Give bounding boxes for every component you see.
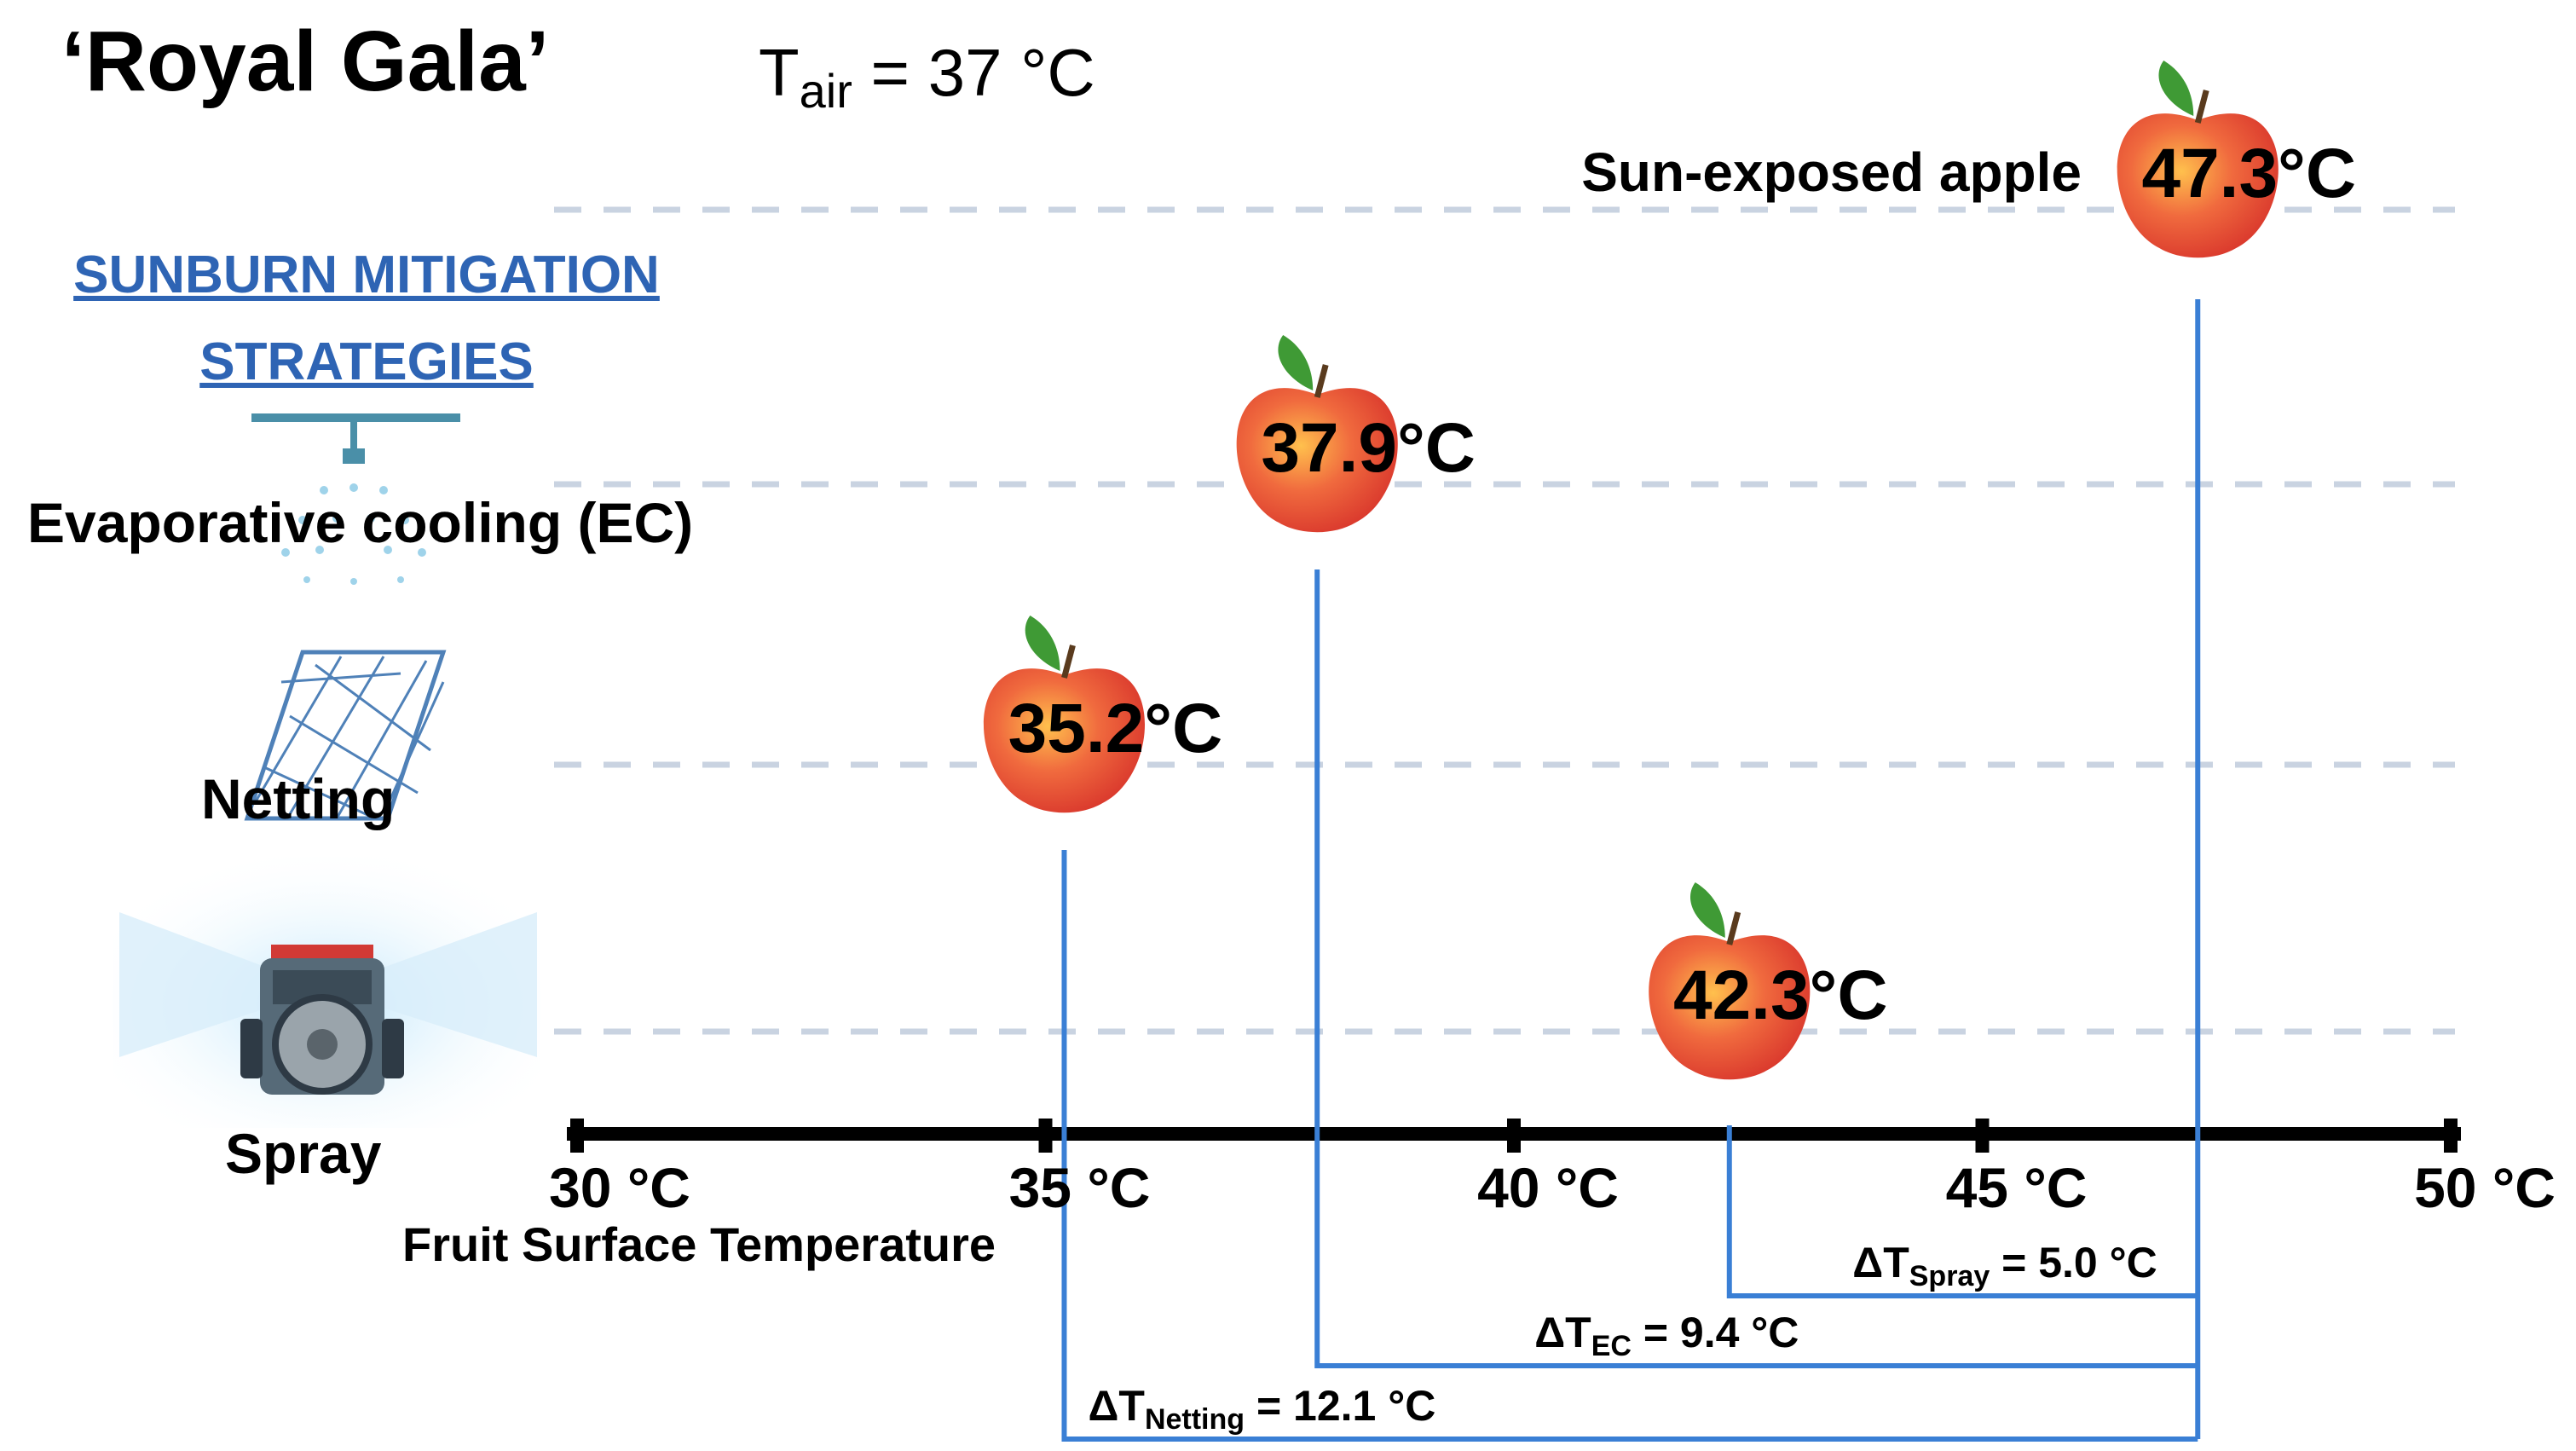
strategy-label-netting: Netting bbox=[201, 767, 396, 830]
delta-value: = 9.4 °C bbox=[1631, 1309, 1799, 1356]
apple-icon bbox=[1649, 882, 1811, 1080]
difference-bracket bbox=[1061, 850, 2198, 1442]
apple-icon bbox=[983, 616, 1146, 813]
apple-stem bbox=[1726, 911, 1741, 945]
delta-label-ec: ΔTEC = 9.4 °C bbox=[1534, 1311, 1799, 1361]
delta-label-spray: ΔTSpray = 5.0 °C bbox=[1852, 1241, 2157, 1291]
difference-bracket bbox=[1726, 1125, 2198, 1298]
reference-label: Sun-exposed apple bbox=[1581, 142, 2082, 203]
delta-value: = 12.1 °C bbox=[1245, 1382, 1436, 1430]
delta-value: = 5.0 °C bbox=[1990, 1239, 2157, 1286]
apple-body bbox=[1236, 388, 1398, 533]
apple-icon bbox=[1236, 335, 1398, 533]
sprayer-tractor-icon bbox=[113, 857, 540, 1128]
delta-symbol: ΔT bbox=[1852, 1239, 1909, 1286]
sprinkler-icon bbox=[251, 413, 460, 585]
apple-leaf bbox=[1278, 335, 1314, 390]
x-axis-label: Fruit Surface Temperature bbox=[402, 1217, 996, 1271]
data-value-label-netting: 35.2°C bbox=[1008, 690, 1223, 767]
delta-subscript: Spray bbox=[1909, 1260, 1990, 1292]
strategy-label-ec: Evaporative cooling (EC) bbox=[27, 491, 694, 554]
delta-symbol: ΔT bbox=[1088, 1382, 1145, 1430]
data-value-label-spray: 42.3°C bbox=[1672, 957, 1888, 1034]
x-tick-label: 40 °C bbox=[1477, 1156, 1619, 1219]
apple-body bbox=[983, 668, 1146, 813]
apple-leaf bbox=[1689, 882, 1725, 938]
chart-title: ‘Royal Gala’ bbox=[61, 14, 550, 109]
x-tick-label: 45 °C bbox=[1945, 1156, 2088, 1219]
air-temperature-label: Tair = 37 °C bbox=[759, 39, 1095, 115]
net-icon bbox=[244, 650, 447, 821]
apple-leaf bbox=[2158, 61, 2194, 116]
delta-symbol: ΔT bbox=[1534, 1309, 1591, 1356]
apple-icon bbox=[2117, 61, 2279, 258]
apple-body bbox=[2117, 113, 2279, 258]
x-tick-label: 35 °C bbox=[1008, 1156, 1151, 1219]
apple-stem bbox=[2194, 90, 2209, 124]
apple-body bbox=[1649, 935, 1811, 1080]
tair-symbol: T bbox=[759, 35, 800, 110]
difference-bracket bbox=[1314, 569, 2198, 1368]
apple-stem bbox=[1061, 645, 1076, 679]
strategies-heading: SUNBURN MITIGATION STRATEGIES bbox=[73, 246, 660, 391]
reference-value-label: 47.3°C bbox=[2141, 135, 2357, 212]
delta-subscript: Netting bbox=[1144, 1403, 1245, 1436]
tair-subscript: air bbox=[799, 64, 852, 118]
strategy-label-spray: Spray bbox=[225, 1122, 382, 1185]
x-tick-label: 50 °C bbox=[2414, 1156, 2556, 1219]
tair-value: = 37 °C bbox=[852, 35, 1095, 110]
data-value-label-ec: 37.9°C bbox=[1261, 409, 1476, 487]
apple-stem bbox=[1314, 364, 1329, 398]
delta-subscript: EC bbox=[1591, 1330, 1632, 1362]
x-tick-label: 30 °C bbox=[549, 1156, 690, 1219]
apple-leaf bbox=[1025, 616, 1060, 671]
delta-label-netting: ΔTNetting = 12.1 °C bbox=[1088, 1385, 1435, 1434]
